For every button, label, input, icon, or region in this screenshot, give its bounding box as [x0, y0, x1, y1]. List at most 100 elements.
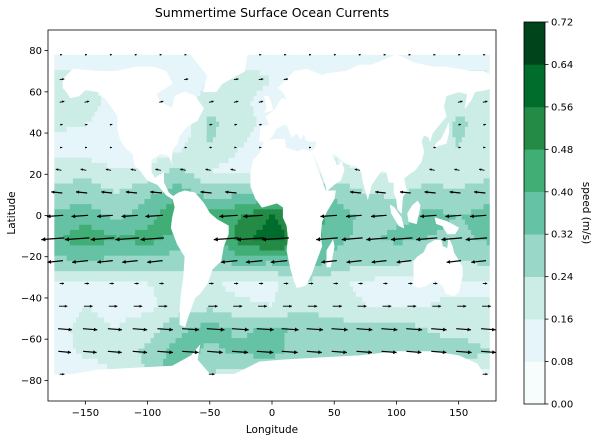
speed-cell — [206, 116, 211, 123]
speed-cell — [228, 132, 233, 138]
speed-cell — [237, 188, 242, 195]
speed-cell — [244, 111, 248, 118]
speed-cell — [455, 219, 460, 226]
speed-cell — [275, 95, 279, 102]
speed-cell — [480, 168, 485, 174]
speed-cell — [163, 90, 167, 97]
speed-cell — [163, 178, 167, 185]
speed-cell — [188, 85, 192, 92]
speed-cell — [356, 199, 360, 205]
speed-cell — [464, 204, 469, 210]
speed-cell — [181, 65, 186, 71]
speed-cell — [458, 106, 463, 113]
speed-cell — [60, 111, 65, 118]
speed-cell — [113, 168, 118, 174]
speed-cell — [402, 193, 407, 200]
speed-cell — [474, 65, 478, 71]
speed-cell — [458, 59, 463, 66]
speed-cell — [455, 54, 460, 61]
speed-cell — [309, 142, 314, 149]
speed-cell — [107, 188, 111, 195]
speed-cell — [237, 126, 242, 133]
speed-cell — [430, 162, 435, 169]
speed-cell — [85, 116, 90, 123]
speed-cell — [222, 137, 226, 143]
speed-cell — [203, 178, 208, 185]
speed-cell — [244, 106, 248, 113]
speed-cell — [69, 126, 74, 133]
speed-cell — [219, 214, 223, 221]
speed-cell — [54, 173, 58, 179]
speed-cell — [281, 65, 286, 71]
speed-cell — [405, 178, 410, 185]
speed-cell — [486, 132, 491, 138]
speed-cell — [100, 173, 105, 179]
speed-cell — [377, 224, 382, 231]
speed-cell — [85, 106, 90, 113]
speed-cell — [175, 75, 180, 82]
speed-cell — [125, 183, 130, 190]
speed-cell — [346, 173, 351, 179]
speed-cell — [374, 178, 379, 185]
chart-title: Summertime Surface Ocean Currents — [155, 5, 389, 20]
speed-cell — [206, 95, 211, 102]
speed-cell — [104, 219, 108, 226]
speed-cell — [197, 116, 202, 123]
speed-cell — [110, 199, 114, 205]
speed-cell — [79, 132, 83, 138]
speed-cell — [471, 209, 475, 216]
speed-cell — [135, 54, 139, 61]
speed-cell — [259, 229, 264, 236]
speed-cell — [281, 54, 286, 61]
speed-cell — [402, 224, 407, 231]
speed-cell — [256, 54, 261, 61]
speed-cell — [312, 65, 317, 71]
speed-cell — [141, 204, 146, 210]
speed-cell — [480, 183, 485, 190]
speed-cell — [237, 132, 242, 138]
speed-cell — [72, 209, 77, 216]
speed-cell — [480, 126, 485, 133]
speed-cell — [380, 54, 385, 61]
speed-cell — [281, 229, 286, 236]
speed-cell — [384, 178, 388, 185]
speed-cell — [464, 229, 469, 236]
speed-cell — [486, 204, 491, 210]
speed-cell — [166, 224, 170, 231]
speed-cell — [100, 106, 105, 113]
speed-cell — [433, 188, 438, 195]
speed-cell — [449, 121, 454, 128]
speed-cell — [256, 85, 261, 92]
speed-cell — [57, 152, 62, 159]
speed-cell — [483, 168, 488, 174]
speed-cell — [144, 54, 149, 61]
speed-cell — [219, 147, 223, 154]
speed-cell — [85, 224, 90, 231]
speed-cell — [240, 209, 245, 216]
speed-cell — [97, 126, 102, 133]
speed-cell — [259, 90, 264, 97]
speed-cell — [166, 65, 170, 71]
speed-cell — [359, 199, 363, 205]
speed-cell — [449, 54, 454, 61]
speed-cell — [474, 116, 478, 123]
speed-cell — [356, 193, 360, 200]
speed-cell — [212, 162, 217, 169]
speed-cell — [110, 59, 114, 66]
speed-cell — [194, 168, 198, 174]
speed-cell — [91, 126, 96, 133]
speed-cell — [110, 142, 114, 149]
speed-cell — [303, 54, 307, 61]
speed-cell — [203, 157, 208, 164]
speed-cell — [424, 147, 429, 154]
speed-cell — [60, 101, 65, 107]
speed-cell — [452, 178, 457, 185]
speed-cell — [337, 224, 342, 231]
speed-cell — [486, 59, 491, 66]
speed-cell — [128, 219, 133, 226]
speed-cell — [57, 75, 62, 82]
speed-cell — [138, 193, 142, 200]
speed-cell — [104, 173, 108, 179]
speed-cell — [284, 65, 289, 71]
speed-cell — [464, 54, 469, 61]
